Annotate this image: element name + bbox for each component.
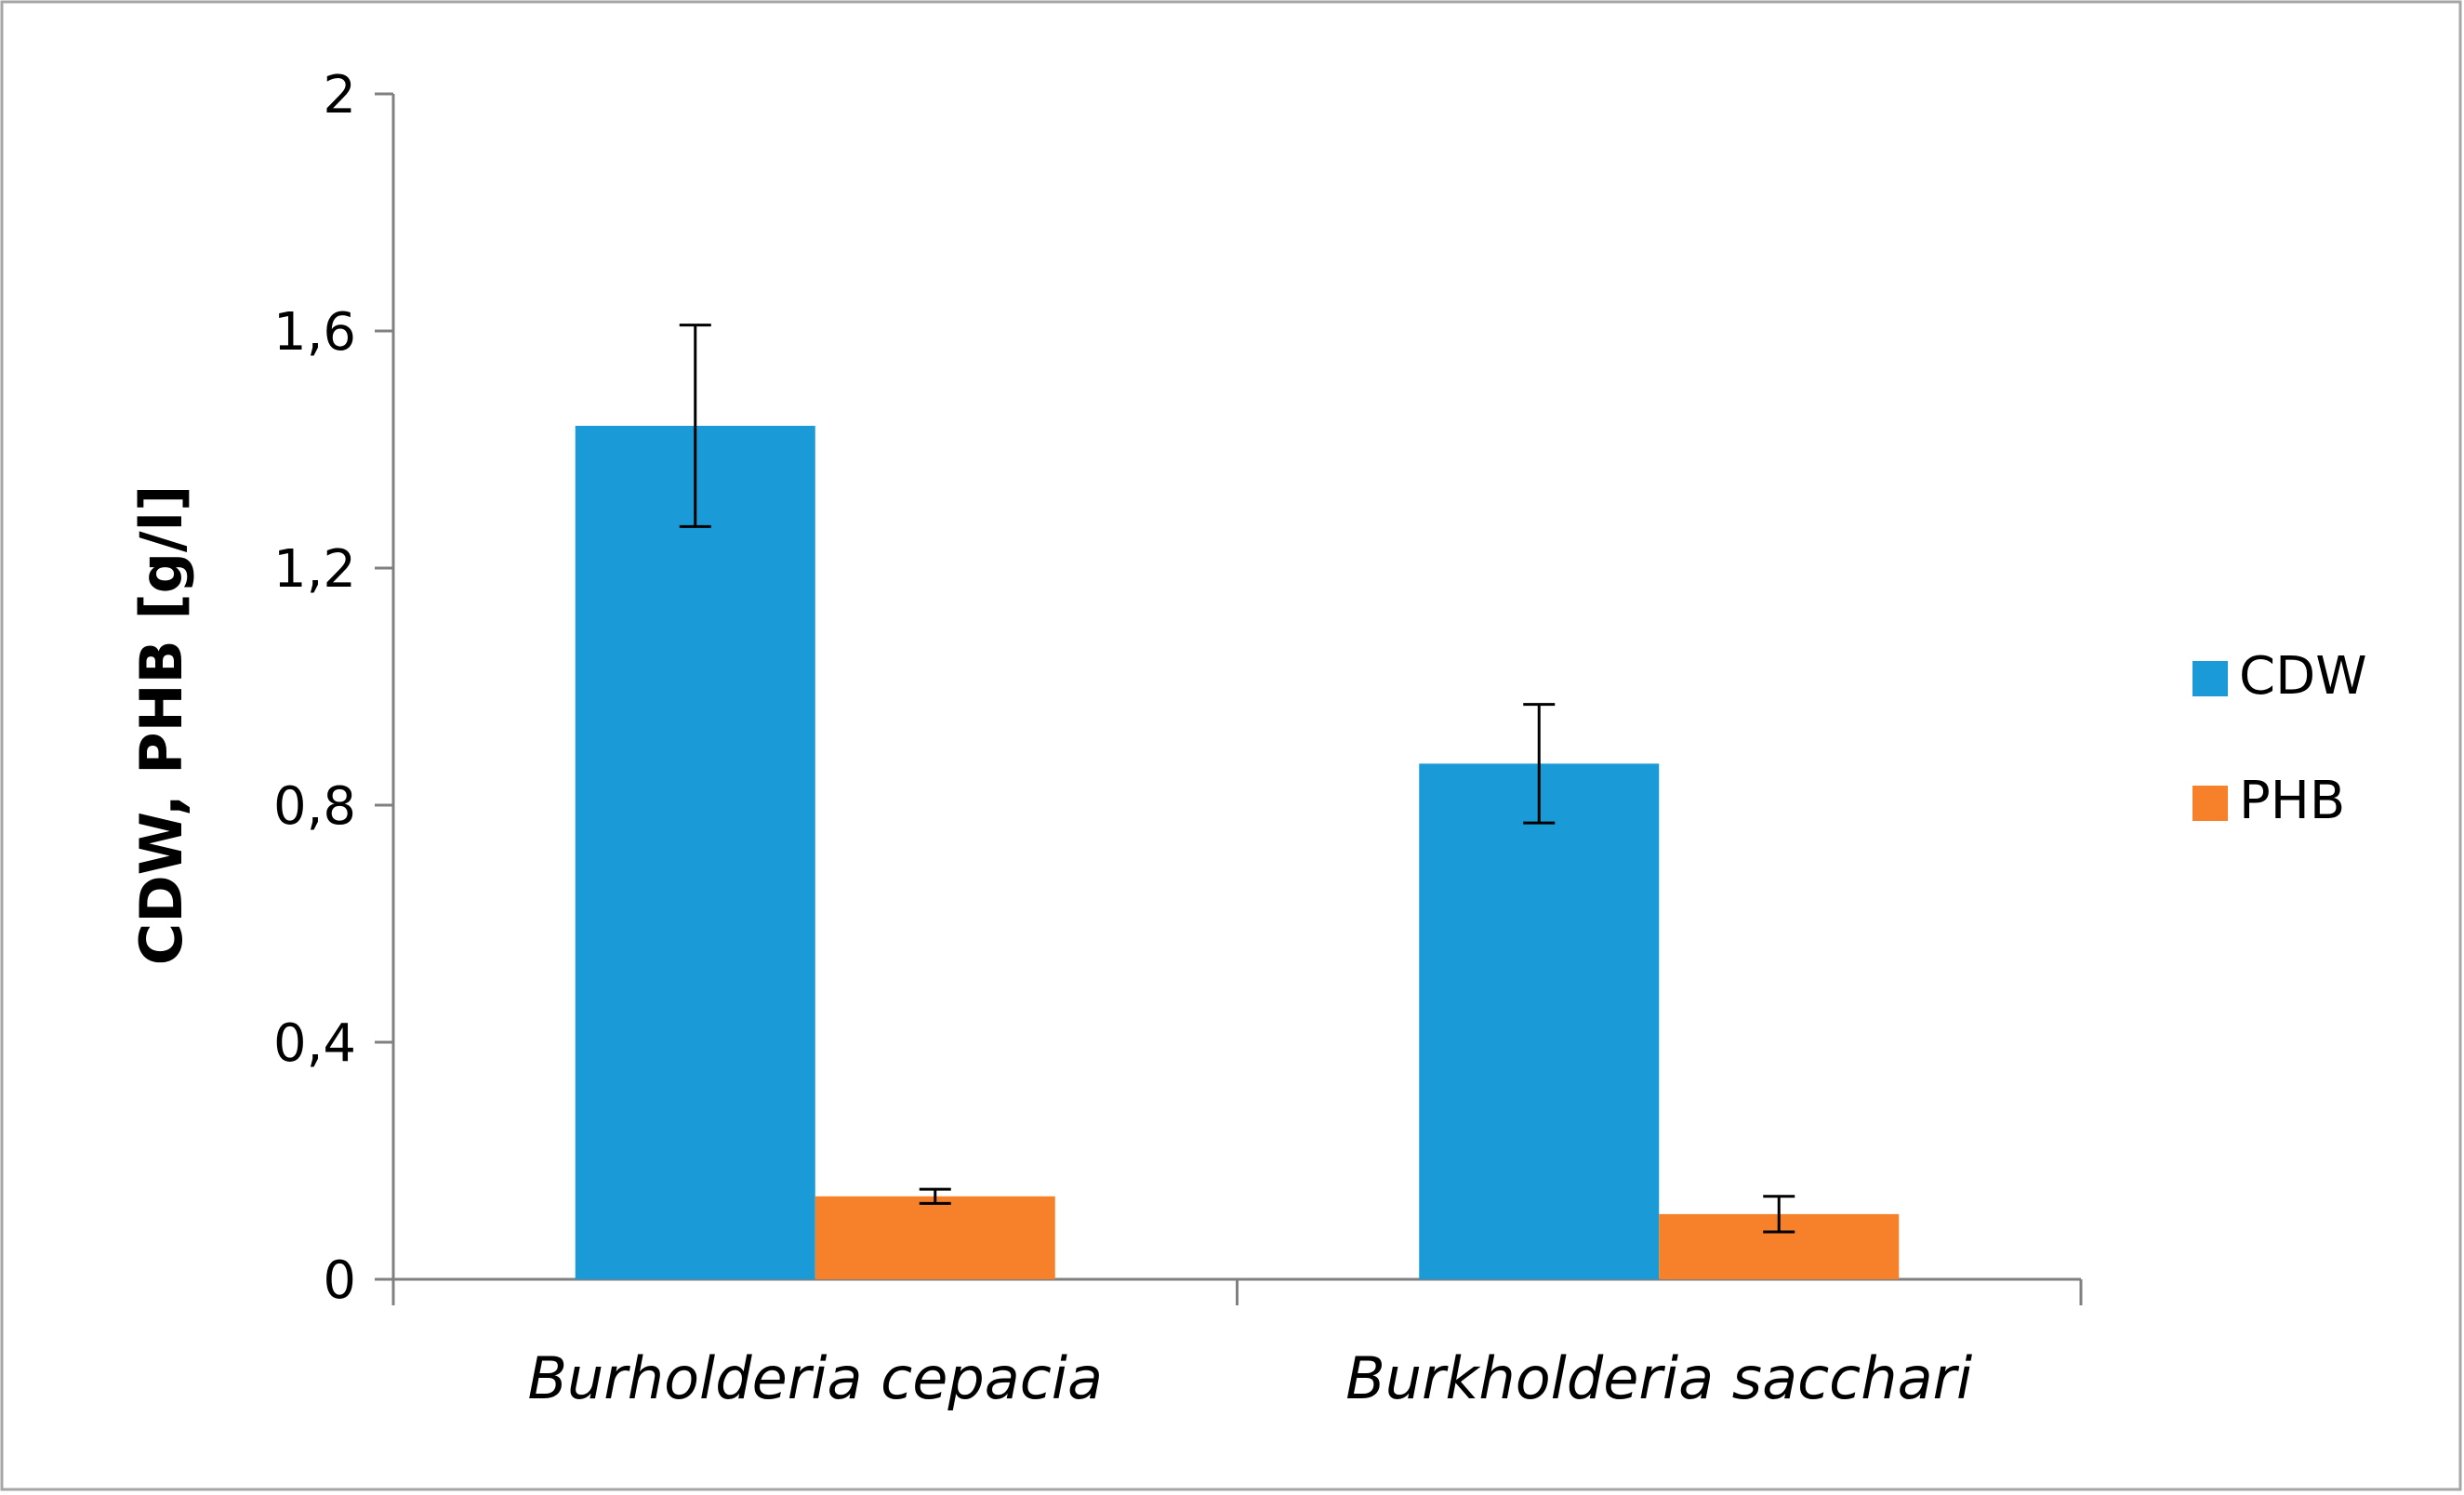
y-tick-label: 0 bbox=[323, 1250, 356, 1311]
bar-cdw bbox=[575, 426, 815, 1279]
category-label: Burholderia cepacia bbox=[527, 1344, 1103, 1412]
legend-swatch-cdw bbox=[2192, 661, 2228, 696]
legend: CDW PHB bbox=[2192, 646, 2367, 831]
legend-label-cdw: CDW bbox=[2239, 646, 2367, 707]
error-bars bbox=[679, 324, 1795, 1234]
y-tick-label: 2 bbox=[323, 65, 356, 126]
y-axis: 0 0,4 0,8 1,2 1,6 2 bbox=[273, 65, 395, 1311]
y-tick-label: 1,2 bbox=[273, 539, 356, 600]
bar-cdw bbox=[1419, 763, 1660, 1279]
y-axis-title: CDW, PHB [g/l] bbox=[127, 485, 195, 966]
category-label: Burkholderia sacchari bbox=[1345, 1344, 1972, 1412]
y-tick-label: 0,8 bbox=[273, 776, 356, 837]
bar-phb bbox=[815, 1196, 1055, 1279]
y-tick-label: 0,4 bbox=[273, 1013, 356, 1074]
bars bbox=[575, 426, 1900, 1279]
legend-swatch-phb bbox=[2192, 786, 2228, 821]
y-tick-label: 1,6 bbox=[273, 302, 356, 363]
legend-label-phb: PHB bbox=[2239, 771, 2345, 831]
x-axis: Burholderia cepacia Burkholderia sacchari bbox=[391, 1277, 2083, 1412]
